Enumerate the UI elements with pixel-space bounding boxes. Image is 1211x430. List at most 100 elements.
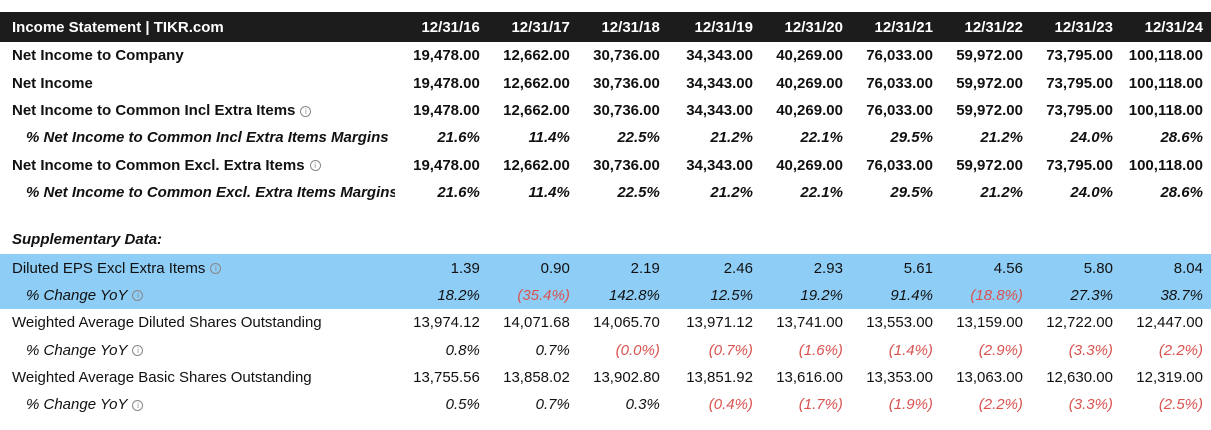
value-cell: 0.90 [487, 254, 578, 282]
info-icon[interactable]: i [210, 263, 222, 275]
table-row[interactable]: % Change YoY i 0.5% 0.7% 0.3% (0.4%) (1.7%) (1… [0, 391, 1211, 418]
value-cell: 24.0% [1070, 129, 1113, 147]
value-cell: 21.2% [980, 129, 1023, 147]
value-cell: 12,662.00 [503, 74, 570, 92]
value-cell: (1.6%) [798, 341, 843, 359]
row-label: Net Income to Company [12, 47, 184, 65]
value-cell: 38.7% [1120, 281, 1211, 310]
value-cell: 19,478.00 [413, 156, 480, 174]
value-cell: 29.5% [890, 184, 933, 202]
info-icon[interactable]: i [309, 160, 321, 172]
row-label-cell: Diluted EPS Excl Extra Items i [0, 254, 395, 282]
value-cell: 12.5% [667, 281, 761, 310]
table-row[interactable]: Net Income to Company 19,478.00 12,662.00… [0, 42, 1211, 69]
value-cell: 59,972.00 [956, 74, 1023, 92]
value-cell: 24.0% [1070, 184, 1113, 202]
value-cell: 12,319.00 [1136, 369, 1203, 387]
table-row[interactable]: Diluted EPS Excl Extra Items i 1.39 0.90 2.… [0, 254, 1211, 282]
period-header[interactable]: 12/31/18 [577, 12, 668, 42]
info-icon[interactable]: i [132, 400, 144, 412]
value-cell: 73,795.00 [1046, 47, 1113, 65]
table-row[interactable]: % Change YoY i 18.2% (35.4%) 142.8% 12.5% 19.… [0, 281, 1211, 310]
value-cell: 13,616.00 [776, 369, 843, 387]
period-header[interactable]: 12/31/22 [940, 12, 1031, 42]
value-cell: 13,159.00 [956, 314, 1023, 332]
value-cell: 59,972.00 [956, 156, 1023, 174]
value-cell: 59,972.00 [956, 101, 1023, 119]
value-cell: 12,662.00 [503, 156, 570, 174]
table-title: Income Statement | TIKR.com [0, 12, 395, 42]
spacer [0, 206, 1211, 224]
value-cell: 30,736.00 [593, 101, 660, 119]
value-cell: 13,851.92 [686, 369, 753, 387]
value-cell: 73,795.00 [1046, 101, 1113, 119]
value-cell: 22.5% [617, 184, 660, 202]
table-row[interactable]: % Change YoY i 0.8% 0.7% (0.0%) (0.7%) (1.6%)… [0, 337, 1211, 364]
value-cell: 100,118.00 [1128, 156, 1203, 174]
row-label-cell: % Change YoY i [0, 281, 395, 310]
info-icon[interactable]: i [132, 290, 144, 302]
value-cell: 40,269.00 [776, 156, 843, 174]
value-cell: 13,971.12 [686, 314, 753, 332]
row-label: % Change YoY [26, 396, 128, 414]
value-cell: 13,553.00 [866, 314, 933, 332]
section-header-row: Supplementary Data: [0, 224, 1211, 254]
value-cell: 19.2% [760, 281, 851, 310]
row-label: % Change YoY [26, 286, 128, 304]
table-row[interactable]: Weighted Average Basic Shares Outstandin… [0, 364, 1211, 391]
value-cell: 12,662.00 [503, 101, 570, 119]
value-cell: (2.2%) [978, 396, 1023, 414]
value-cell: 5.80 [1030, 254, 1121, 282]
info-icon[interactable]: i [300, 105, 312, 117]
period-header[interactable]: 12/31/19 [667, 12, 761, 42]
value-cell: 34,343.00 [686, 74, 753, 92]
row-label: % Net Income to Common Excl. Extra Items… [26, 184, 395, 202]
table-row[interactable]: Net Income to Common Excl. Extra Items i … [0, 152, 1211, 179]
table-row[interactable]: Net Income to Common Incl Extra Items i 1… [0, 97, 1211, 124]
value-cell: 142.8% [577, 281, 668, 310]
row-label: Weighted Average Basic Shares Outstandin… [12, 369, 312, 387]
table-row[interactable]: Net Income 19,478.00 12,662.00 30,736.00 34… [0, 69, 1211, 96]
value-cell: 73,795.00 [1046, 74, 1113, 92]
row-label: % Change YoY [26, 341, 128, 359]
row-label: Net Income [12, 74, 93, 92]
value-cell: 22.1% [800, 184, 843, 202]
value-cell: (3.3%) [1068, 341, 1113, 359]
value-cell: 19,478.00 [413, 47, 480, 65]
value-cell: (1.9%) [888, 396, 933, 414]
row-label: Diluted EPS Excl Extra Items [12, 259, 206, 277]
value-cell: 76,033.00 [866, 47, 933, 65]
value-cell: 21.2% [710, 129, 753, 147]
value-cell: 76,033.00 [866, 74, 933, 92]
value-cell: (2.9%) [978, 341, 1023, 359]
period-header[interactable]: 12/31/21 [850, 12, 941, 42]
table-row[interactable]: % Net Income to Common Incl Extra Items … [0, 124, 1211, 151]
value-cell: 2.19 [577, 254, 668, 282]
value-cell: 0.5% [445, 396, 480, 414]
value-cell: (0.0%) [615, 341, 660, 359]
period-header[interactable]: 12/31/16 [394, 12, 488, 42]
value-cell: 40,269.00 [776, 47, 843, 65]
info-icon[interactable]: i [132, 345, 144, 357]
value-cell: 91.4% [850, 281, 941, 310]
period-header[interactable]: 12/31/24 [1120, 12, 1211, 42]
table-row[interactable]: Weighted Average Diluted Shares Outstand… [0, 309, 1211, 336]
value-cell: 73,795.00 [1046, 156, 1113, 174]
table-row[interactable]: % Net Income to Common Excl. Extra Items… [0, 179, 1211, 206]
value-cell: 30,736.00 [593, 156, 660, 174]
value-cell: 22.1% [800, 129, 843, 147]
period-header[interactable]: 12/31/23 [1030, 12, 1121, 42]
value-cell: 11.4% [528, 129, 570, 147]
row-label: Net Income to Common Excl. Extra Items [12, 156, 305, 174]
value-cell: 13,902.80 [593, 369, 660, 387]
value-cell: 21.6% [437, 184, 480, 202]
period-header[interactable]: 12/31/17 [487, 12, 578, 42]
value-cell: 13,858.02 [503, 369, 570, 387]
value-cell: 8.04 [1120, 254, 1211, 282]
row-label-cell: Net Income to Common Excl. Extra Items i [0, 152, 395, 179]
supplementary-heading: Supplementary Data: [12, 230, 163, 248]
value-cell: 0.7% [535, 341, 570, 359]
period-header[interactable]: 12/31/20 [760, 12, 851, 42]
value-cell: 21.2% [980, 184, 1023, 202]
value-cell: 59,972.00 [956, 47, 1023, 65]
